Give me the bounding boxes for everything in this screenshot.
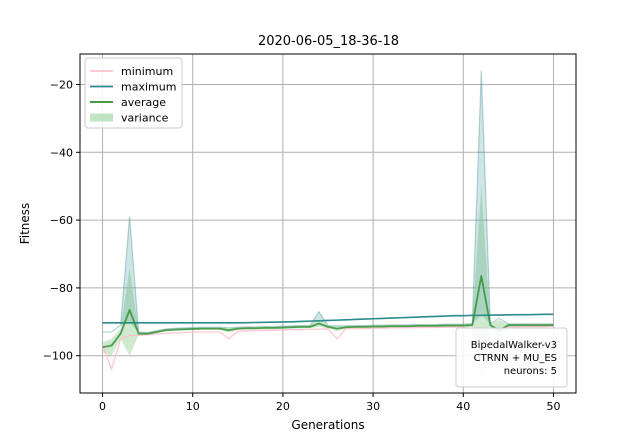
legend-label-maximum: maximum — [121, 81, 176, 94]
y-tick-label: −80 — [50, 282, 73, 295]
y-tick-label: −100 — [43, 350, 73, 363]
average-line — [102, 275, 554, 349]
y-axis-title: Fitness — [18, 203, 32, 245]
x-tick-label: 40 — [456, 400, 470, 413]
legend-swatch-variance — [90, 113, 113, 122]
y-tick-label: −60 — [50, 214, 73, 227]
info-text-line: neurons: 5 — [504, 366, 557, 377]
legend-label-variance: variance — [121, 112, 169, 125]
x-tick-label: 50 — [546, 400, 560, 413]
x-axis-title: Generations — [291, 418, 364, 432]
legend-label-minimum: minimum — [121, 65, 173, 78]
chart-title: 2020-06-05_18-36-18 — [258, 34, 399, 49]
info-box-frame — [455, 327, 568, 388]
x-tick-label: 10 — [186, 400, 200, 413]
y-tick-label: −20 — [50, 79, 73, 92]
x-tick-label: 20 — [276, 400, 290, 413]
info-text-line: BipedalWalker-v3 — [471, 340, 557, 351]
info-box: BipedalWalker-v3 CTRNN + MU_ES neurons: 5 — [455, 327, 568, 388]
legend-label-average: average — [121, 96, 166, 109]
y-tick-label: −40 — [50, 146, 73, 159]
x-tick-label: 30 — [366, 400, 380, 413]
axes-frame — [79, 53, 577, 394]
legend: minimum maximum average variance — [84, 57, 183, 129]
info-text-line: CTRNN + MU_ES — [474, 353, 557, 364]
axis-ticks: 0 10 20 30 40 50 −100 −80 −60 −40 −20 — [43, 79, 561, 413]
maximum-line — [102, 313, 554, 324]
x-tick-label: 0 — [99, 400, 106, 413]
legend-box — [84, 57, 183, 129]
maximum-variance-line — [102, 70, 554, 334]
